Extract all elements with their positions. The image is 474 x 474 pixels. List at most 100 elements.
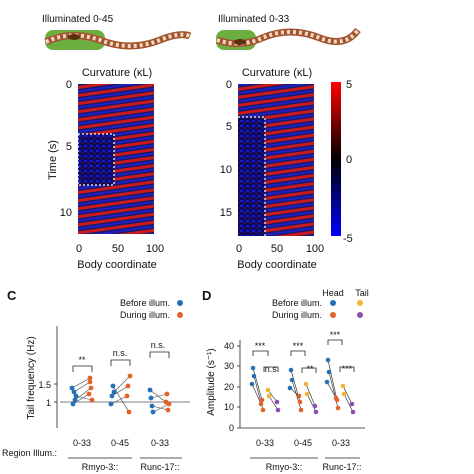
region-illum-label: Region Illum.: <box>2 448 57 458</box>
data-point-head-before <box>249 381 255 387</box>
data-point-before <box>109 393 115 399</box>
kymo-left-xtick: 100 <box>146 243 164 255</box>
data-point-tail-before <box>265 387 271 393</box>
kymo-right-xlabel: Body coordinate <box>237 259 317 271</box>
sig-bracket-line <box>301 367 317 373</box>
sig-bracket: *** <box>290 341 306 356</box>
sig-label: n.s. <box>151 340 166 350</box>
panel-d-group-3-points <box>324 357 356 415</box>
data-point-head-during <box>298 407 304 413</box>
worm-left-illustration: Illuminated 0-45 <box>42 14 192 50</box>
data-point-head-during <box>259 397 265 403</box>
kymo-left-ytick: 10 <box>60 207 72 219</box>
kymo-right-ytick: 15 <box>220 207 232 219</box>
data-point-tail-before <box>266 393 272 399</box>
sig-bracket: *** <box>252 341 269 356</box>
data-point-before <box>147 387 153 393</box>
kymo-left-xlabel: Body coordinate <box>77 259 157 271</box>
data-point-tail-before <box>341 391 347 397</box>
panel-c-condition: 0-33 <box>151 438 169 448</box>
colorbar-tick: 5 <box>346 79 352 91</box>
panel-c-group-label: Rmyo-3:: <box>82 462 119 472</box>
worm-left-label: Illuminated 0-45 <box>42 14 114 25</box>
sig-label: n.s. <box>113 348 128 358</box>
sig-bracket: n.s. <box>149 340 170 358</box>
panel-c-ytick: 1 <box>46 398 51 408</box>
panel-d-ytick: 0 <box>229 423 234 433</box>
worm-pharynx-right <box>234 39 246 45</box>
kymo-right-xtick: 0 <box>236 243 242 255</box>
data-point-head-before <box>288 367 294 373</box>
data-point-before <box>72 397 78 403</box>
sig-label: n.s. <box>265 364 280 374</box>
pair-line <box>343 393 354 413</box>
data-point-head-before <box>250 365 256 371</box>
panel-d-group-1-points <box>249 365 281 413</box>
pair-line <box>267 389 278 403</box>
data-point-during <box>125 383 131 389</box>
data-point-during <box>126 409 132 415</box>
data-point-before <box>148 395 154 401</box>
kymo-right-xtick: 100 <box>306 243 324 255</box>
data-point-during <box>124 393 130 399</box>
data-point-tail-during <box>313 409 319 415</box>
sig-bracket-line <box>110 359 131 366</box>
panel-d-legend-tail: Tail <box>355 288 369 298</box>
panel-d-condition: 0-45 <box>294 438 312 448</box>
panel-c-group-1-points <box>69 375 95 407</box>
data-point-during <box>86 391 92 397</box>
pair-line <box>71 377 91 389</box>
data-point-during <box>166 401 172 407</box>
data-point-head-before <box>289 377 295 383</box>
worm-pharynx-left <box>68 34 80 40</box>
data-point-during <box>127 373 133 379</box>
pair-line <box>72 393 90 405</box>
pair-line <box>306 393 317 413</box>
sig-bracket: ** <box>72 355 93 372</box>
kymo-right-title: Curvature (κL) <box>242 67 312 79</box>
kymo-right-ytick: 10 <box>220 164 232 176</box>
panel-c-letter: C <box>7 288 17 303</box>
colorbar-tick: -5 <box>343 233 353 245</box>
data-point-tail-before <box>303 381 309 387</box>
data-point-before <box>108 401 114 407</box>
data-point-tail-during <box>350 409 356 415</box>
pair-line <box>75 395 93 401</box>
panel-d-ytick: 20 <box>224 382 234 392</box>
panel-c-condition: 0-45 <box>111 438 129 448</box>
pair-line <box>111 385 129 397</box>
kymo-left-ytick: 5 <box>66 141 72 153</box>
sig-label: *** <box>342 364 353 374</box>
sig-label: *** <box>255 341 266 351</box>
pair-line <box>73 381 91 393</box>
legend-marker-tail-during <box>357 312 363 318</box>
panel-c-legend-during: During illum. <box>120 310 170 320</box>
panel-d-condition: 0-33 <box>332 438 350 448</box>
data-point-during <box>89 397 95 403</box>
data-point-before <box>149 403 155 409</box>
data-point-tail-during <box>349 401 355 407</box>
colorbar: 5 0 -5 <box>331 79 353 245</box>
sig-bracket-line <box>339 366 355 372</box>
sig-bracket: n.s. <box>263 364 280 374</box>
legend-marker-head-before <box>330 300 336 306</box>
kymo-left-illuminated-block <box>78 134 114 185</box>
panel-d-letter: D <box>202 288 211 303</box>
pair-line <box>252 367 263 401</box>
sig-label: *** <box>330 330 341 340</box>
data-point-during <box>165 407 171 413</box>
data-point-before <box>70 401 76 407</box>
panel-d-group-label: Rmyo-3:: <box>266 462 303 472</box>
panel-d-ytick: 10 <box>224 402 234 412</box>
kymo-right-dashed-box <box>238 116 266 236</box>
kymo-left-ylabel: Time (s) <box>47 140 59 180</box>
data-point-tail-before <box>340 383 346 389</box>
pair-line <box>268 395 279 411</box>
legend-marker-during <box>177 312 183 318</box>
worm-right-label: Illuminated 0-33 <box>218 14 290 25</box>
panel-d-ytick: 30 <box>224 361 234 371</box>
kymo-right-xtick: 50 <box>271 243 283 255</box>
data-point-head-before <box>326 369 332 375</box>
data-point-during <box>87 375 93 381</box>
panel-c-group-2-points <box>108 373 133 415</box>
